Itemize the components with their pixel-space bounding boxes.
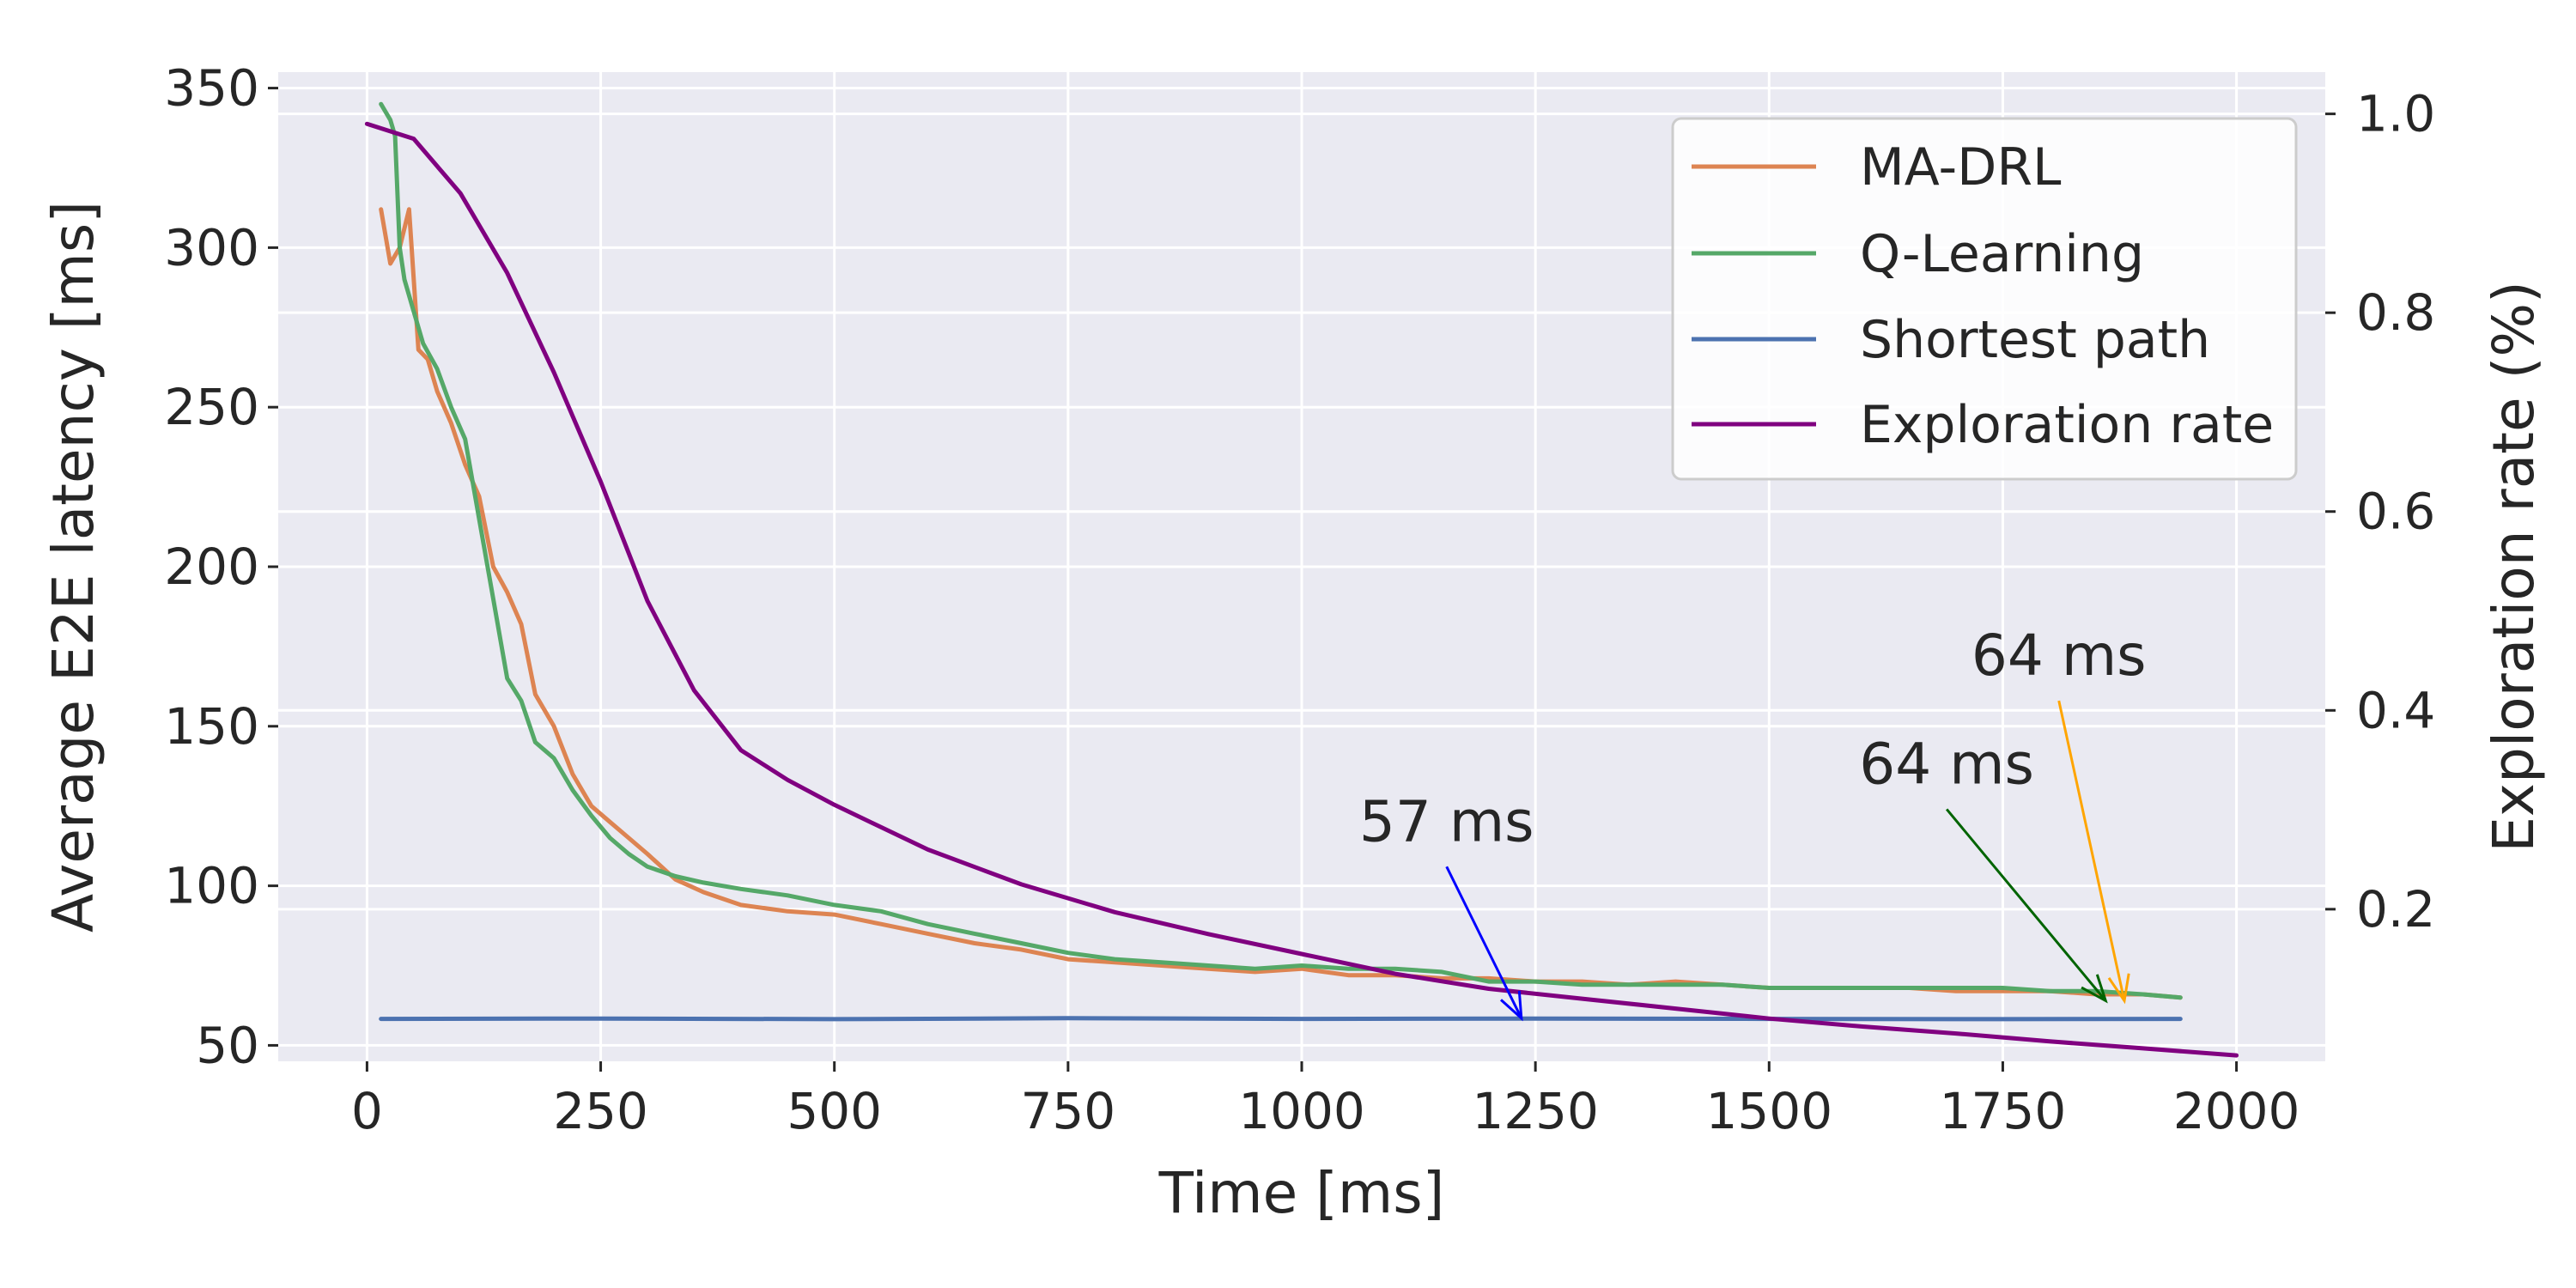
y-tick-label: 350	[164, 59, 259, 118]
legend-label-q-learning: Q-Learning	[1860, 224, 2144, 284]
y-tick-label: 150	[164, 697, 259, 756]
legend-label-exploration-rate: Exploration rate	[1860, 395, 2274, 455]
legend-item-ma-drl: MA-DRL	[1692, 137, 2062, 197]
annotation-arrow-line	[1445, 866, 1523, 1019]
legend-label-shortest-path: Shortest path	[1860, 310, 2210, 370]
annotation-arrow-line	[2057, 700, 2126, 1001]
axes: 0 250 500 750 1000 1250 1500 1750 2000 50 100 150 20…	[164, 59, 2435, 1140]
annotation-label: 57 ms	[1359, 788, 1534, 854]
y-tick-label: 200	[164, 538, 259, 596]
x-tick-label: 250	[553, 1082, 648, 1140]
y2-tick-label: 0.8	[2356, 283, 2435, 342]
annotation-label: 64 ms	[1971, 623, 2147, 689]
series-line-q-learning	[379, 101, 2183, 1000]
y-tick-label: 100	[164, 857, 259, 915]
legend-label-ma-drl: MA-DRL	[1860, 137, 2062, 197]
x-tick-label: 0	[351, 1082, 383, 1140]
x-tick-label: 2000	[2173, 1082, 2300, 1140]
series-line-exploration-rate	[364, 121, 2239, 1058]
annotation-label: 64 ms	[1859, 731, 2034, 797]
x-tick-label: 1750	[1940, 1082, 2067, 1140]
annotation-arrow-head	[2107, 973, 2130, 1005]
x-tick-label: 1000	[1238, 1082, 1365, 1140]
y-tick-label: 300	[164, 218, 259, 276]
y-axis-title: Average E2E latency [ms]	[40, 201, 106, 933]
annotation-arrow-line	[1945, 808, 2107, 1002]
x-tick-label: 500	[787, 1082, 882, 1140]
x-tick-label: 1250	[1472, 1082, 1599, 1140]
y2-tick-label: 0.2	[2356, 880, 2435, 939]
series-lines	[364, 101, 2239, 1058]
annotations: 57 ms 64 ms 64 ms	[1359, 623, 2147, 1022]
y2-tick-label: 0.4	[2356, 681, 2435, 739]
annotation-arrow-head	[2081, 974, 2108, 1004]
y2-tick-label: 1.0	[2356, 85, 2435, 143]
legend-item-exploration-rate: Exploration rate	[1692, 395, 2274, 455]
annotation-arrow-head	[1499, 990, 1523, 1022]
y2-axis-title: Exploration rate (%)	[2481, 281, 2547, 853]
series-line-shortest-path	[379, 1016, 2183, 1022]
legend-item-q-learning: Q-Learning	[1692, 224, 2144, 284]
y-tick-label: 250	[164, 378, 259, 436]
y-tick-label: 50	[196, 1016, 259, 1074]
x-tick-label: 750	[1020, 1082, 1115, 1140]
y2-tick-label: 0.6	[2356, 483, 2435, 541]
legend-box	[1671, 117, 2298, 481]
x-tick-label: 1500	[1705, 1082, 1832, 1140]
legend-item-shortest-path: Shortest path	[1692, 310, 2210, 370]
legend: MA-DRL Q-Learning Shortest path Explorat…	[1671, 117, 2298, 481]
x-axis-title: Time [ms]	[1158, 1160, 1445, 1226]
